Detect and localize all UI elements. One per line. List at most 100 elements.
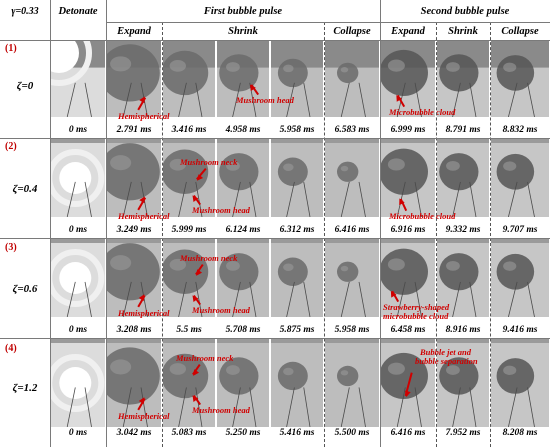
divider-h-subheader xyxy=(106,22,550,23)
divider-h-row3 xyxy=(0,338,550,339)
annotation-microbubble-2: Microbubble cloud xyxy=(389,211,456,221)
time-label-row3-col5: 5.875 ms xyxy=(279,325,315,335)
divider-v-label xyxy=(50,0,51,447)
frame-row1-col8 xyxy=(437,41,489,117)
time-label-row3-col6: 5.958 ms xyxy=(334,325,370,335)
frame-row1-col1 xyxy=(51,41,105,117)
zeta-label-2: ζ=0.4 xyxy=(12,183,38,195)
divider-v-detonate xyxy=(106,0,107,447)
frame-row2-col6 xyxy=(325,139,379,217)
annotation-mushroom-neck-3: Mushroom neck xyxy=(180,253,238,263)
divider-h-header xyxy=(0,40,550,41)
divider-h-row2 xyxy=(0,238,550,239)
annotation-hemispherical-1: Hemispherical xyxy=(118,111,170,121)
expand-header-2: Expand xyxy=(391,25,425,37)
time-label-row1-col1: 0 ms xyxy=(68,125,88,135)
row-label-3: (3) xyxy=(5,242,17,253)
frame-row3-col8 xyxy=(437,239,489,317)
row-label-2: (2) xyxy=(5,141,17,152)
first-pulse-header: First bubble pulse xyxy=(203,5,283,17)
divider-h-row1 xyxy=(0,138,550,139)
time-label-row3-col2: 3.208 ms xyxy=(116,325,152,335)
frame-row1-col2 xyxy=(107,41,161,117)
frame-row2-col4 xyxy=(217,139,269,217)
frame-row2-col5 xyxy=(271,139,323,217)
time-label-row3-col8: 8.916 ms xyxy=(445,325,481,335)
frame-row3-col4 xyxy=(217,239,269,317)
second-pulse-header: Second bubble pulse xyxy=(420,5,510,17)
frame-row2-col9 xyxy=(491,139,549,217)
annotation-microbubble-cloud-3: microbubble cloud xyxy=(383,311,449,321)
time-label-row4-col8: 7.952 ms xyxy=(445,428,481,438)
divider-v-pulse xyxy=(380,0,381,447)
time-label-row1-col2: 2.791 ms xyxy=(116,125,152,135)
frame-row3-col7 xyxy=(381,239,435,317)
collapse-header-1: Collapse xyxy=(333,25,371,37)
shrink-header-2: Shrink xyxy=(448,25,478,37)
frame-row2-col1 xyxy=(51,139,105,217)
frame-row4-col6 xyxy=(325,339,379,427)
frame-row1-col7 xyxy=(381,41,435,117)
frame-row4-col9 xyxy=(491,339,549,427)
divider-d4 xyxy=(490,22,491,447)
time-label-row2-col7: 6.916 ms xyxy=(390,225,426,235)
time-label-row1-col4: 4.958 ms xyxy=(225,125,261,135)
time-label-row4-col6: 5.500 ms xyxy=(334,428,370,438)
frame-row1-col4 xyxy=(217,41,269,117)
time-label-row2-col8: 9.332 ms xyxy=(445,225,481,235)
time-label-row2-col1: 0 ms xyxy=(68,225,88,235)
frame-row1-col5 xyxy=(271,41,323,117)
divider-d3 xyxy=(436,22,437,447)
time-label-row1-col6: 6.583 ms xyxy=(334,125,370,135)
annotation-mushroom-head-2: Mushroom head xyxy=(192,205,250,215)
annotation-strawberry-3: Strawberry-shaped xyxy=(383,302,450,312)
frame-row4-col4 xyxy=(217,339,269,427)
frame-row1-col6 xyxy=(325,41,379,117)
frame-row3-col5 xyxy=(271,239,323,317)
collapse-header-2: Collapse xyxy=(501,25,539,37)
annotation-bubble-jet-4: Bubble jet and xyxy=(420,347,472,357)
annotation-hemispherical-2: Hemispherical xyxy=(118,211,170,221)
zeta-label-1: ζ=0 xyxy=(16,80,34,92)
frame-row4-col8 xyxy=(437,339,489,427)
time-label-row3-col7: 6.458 ms xyxy=(390,325,426,335)
annotation-bubble-separation-4: bubble separation xyxy=(415,356,478,366)
frame-row4-col1 xyxy=(51,339,105,427)
time-label-row2-col5: 6.312 ms xyxy=(279,225,315,235)
frame-row1-col3 xyxy=(163,41,215,117)
frame-row3-col1 xyxy=(51,239,105,317)
detonate-header: Detonate xyxy=(58,5,98,17)
divider-d1 xyxy=(162,22,163,447)
frame-row4-col3 xyxy=(163,339,215,427)
annotation-mushroom-head-4: Mushroom head xyxy=(192,405,250,415)
frame-row3-col6 xyxy=(325,239,379,317)
frame-row2-col7 xyxy=(381,139,435,217)
frame-row3-col3 xyxy=(163,239,215,317)
row-label-4: (4) xyxy=(5,343,17,354)
frame-row4-col5 xyxy=(271,339,323,427)
annotation-microbubble-1: Microbubble cloud xyxy=(389,107,456,117)
gamma-label: γ=0.33 xyxy=(11,5,39,17)
frame-row3-col2 xyxy=(107,239,161,317)
time-label-row4-col7: 6.416 ms xyxy=(390,428,426,438)
time-label-row3-col1: 0 ms xyxy=(68,325,88,335)
shrink-header-1: Shrink xyxy=(228,25,258,37)
time-label-row1-col3: 3.416 ms xyxy=(171,125,207,135)
time-label-row1-col8: 8.791 ms xyxy=(445,125,481,135)
time-label-row4-col2: 3.042 ms xyxy=(116,428,152,438)
annotation-hemispherical-3: Hemispherical xyxy=(118,308,170,318)
time-label-row4-col3: 5.083 ms xyxy=(171,428,207,438)
time-label-row2-col6: 6.416 ms xyxy=(334,225,370,235)
time-label-row4-col5: 5.416 ms xyxy=(279,428,315,438)
frame-row2-col3 xyxy=(163,139,215,217)
frame-row4-col2 xyxy=(107,339,161,427)
time-label-row2-col2: 3.249 ms xyxy=(116,225,152,235)
zeta-label-4: ζ=1.2 xyxy=(12,382,38,394)
frame-row1-col9 xyxy=(491,41,549,117)
time-label-row2-col9: 9.707 ms xyxy=(502,225,538,235)
annotation-hemispherical-4: Hemispherical xyxy=(118,411,170,421)
time-label-row4-col9: 8.208 ms xyxy=(502,428,538,438)
annotation-mushroom-neck-4: Mushroom neck xyxy=(176,353,234,363)
zeta-label-3: ζ=0.6 xyxy=(12,283,38,295)
